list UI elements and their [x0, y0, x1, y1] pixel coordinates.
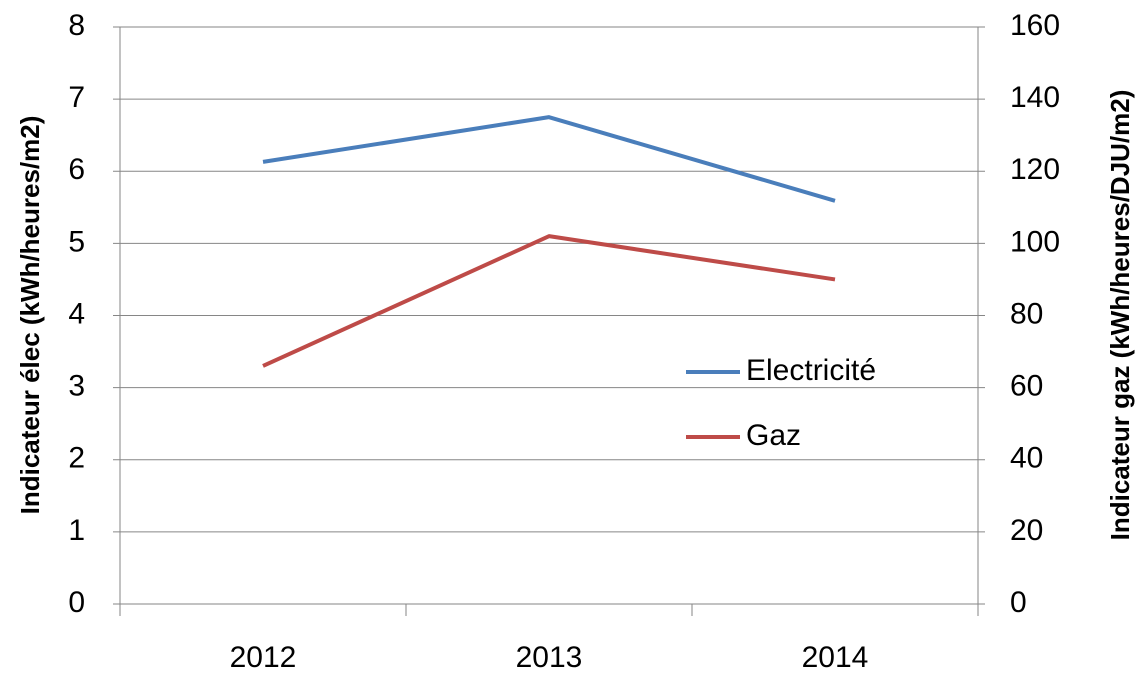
legend-label: Electricité [746, 354, 876, 387]
y-tick-label: 3 [68, 370, 85, 403]
y2-tick-label: 20 [1010, 514, 1043, 547]
y-tick-label: 0 [68, 586, 85, 619]
y2-tick-label: 40 [1010, 442, 1043, 475]
y-tick-label: 6 [68, 153, 85, 186]
y2-tick-label: 120 [1010, 153, 1060, 186]
y-axis-title: Indicateur élec (kWh/heures/m2) [15, 116, 45, 515]
y2-tick-label: 140 [1010, 81, 1060, 114]
x-tick-label: 2014 [802, 641, 869, 674]
y2-tick-label: 80 [1010, 297, 1043, 330]
y2-tick-label: 60 [1010, 370, 1043, 403]
x-tick-label: 2012 [230, 641, 297, 674]
y-tick-label: 5 [68, 225, 85, 258]
y2-tick-label: 160 [1010, 9, 1060, 42]
series-line [262, 234, 836, 368]
y2-axis-title: Indicateur gaz (kWh/heures/DJU/m2) [1105, 90, 1135, 541]
legend-label: Gaz [746, 419, 801, 452]
y-tick-label: 2 [68, 442, 85, 475]
x-tick-label: 2013 [516, 641, 583, 674]
series-line [262, 115, 836, 203]
y2-tick-label: 100 [1010, 225, 1060, 258]
y2-tick-label: 0 [1010, 586, 1027, 619]
y-tick-label: 4 [68, 297, 85, 330]
y-tick-label: 1 [68, 514, 85, 547]
y-tick-label: 7 [68, 81, 85, 114]
y-tick-label: 8 [68, 9, 85, 42]
